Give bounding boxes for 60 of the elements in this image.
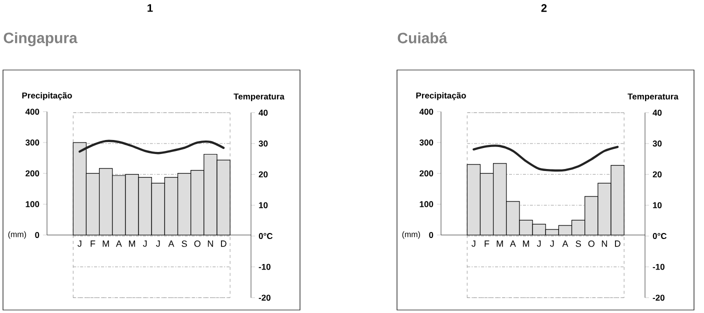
x-tick-label: A	[116, 240, 122, 247]
y-tick-label: 0	[429, 232, 434, 238]
line-series	[472, 144, 619, 172]
x-tick-label: S	[182, 240, 187, 247]
y2-tick-label: 0°C	[652, 233, 667, 240]
y2-tick-label: 0°C	[258, 233, 273, 240]
y2-tick-label: 40	[652, 110, 662, 116]
x-tick-label: J	[142, 240, 147, 247]
x-tick-label: J	[156, 240, 160, 247]
x-tick-label: M	[128, 240, 136, 247]
y2-tick-label: -20	[652, 294, 664, 301]
x-tick-label: M	[496, 240, 503, 247]
y2-axis-title: Temperatura	[628, 94, 678, 102]
chart-subtitle: Cuiabá	[398, 32, 448, 44]
y2-tick-label: -10	[652, 264, 664, 270]
y-tick-label: 100	[26, 201, 40, 208]
x-tick-label: J	[536, 240, 541, 247]
y2-tick-label: 20	[652, 171, 662, 178]
x-tick-label: F	[484, 240, 490, 247]
y-tick-label: 300	[25, 140, 40, 146]
x-tick-label: O	[194, 240, 200, 247]
x-tick-label: N	[208, 240, 213, 247]
x-tick-label: J	[550, 240, 554, 247]
x-tick-label: D	[615, 240, 620, 247]
y2-tick-label: 10	[653, 202, 662, 208]
y-tick-label: 200	[420, 170, 434, 176]
line-series	[78, 140, 225, 154]
y2-tick-label: 10	[259, 202, 268, 208]
x-tick-label: J	[472, 240, 476, 247]
text: (mm)	[8, 231, 26, 239]
chart-title: 2	[541, 4, 547, 12]
y-tick-label: 200	[26, 170, 40, 176]
y2-tick-label: -10	[258, 264, 270, 270]
x-tick-label: O	[588, 240, 594, 247]
y-tick-label: 400	[25, 108, 40, 115]
y2-tick-label: 20	[258, 171, 268, 178]
y-tick-label: 300	[419, 140, 434, 146]
x-tick-label: S	[576, 240, 581, 247]
x-tick-label: D	[221, 240, 226, 247]
chart-title: 1	[148, 4, 153, 12]
chart-subtitle: Cingapura	[4, 32, 78, 46]
x-tick-label: M	[522, 240, 530, 247]
x-tick-label: M	[102, 240, 109, 247]
text: (mm)	[402, 231, 420, 239]
y2-tick-label: -20	[258, 294, 270, 301]
x-tick-label: F	[90, 240, 96, 247]
y-tick-label: 400	[419, 108, 434, 115]
y-tick-label: 100	[420, 201, 434, 208]
x-tick-label: J	[78, 240, 82, 247]
y-axis-title: Precipitação	[416, 92, 466, 100]
y-axis-title: Precipitação	[22, 92, 72, 100]
y2-axis-title: Temperatura	[234, 94, 284, 102]
y-tick-label: 0	[35, 232, 40, 238]
x-tick-label: A	[510, 240, 516, 247]
y2-tick-label: 30	[652, 140, 662, 147]
x-tick-label: A	[168, 240, 174, 247]
x-tick-label: N	[602, 240, 607, 247]
y2-tick-label: 40	[258, 110, 268, 116]
y2-tick-label: 30	[258, 140, 268, 147]
x-tick-label: A	[562, 240, 568, 247]
